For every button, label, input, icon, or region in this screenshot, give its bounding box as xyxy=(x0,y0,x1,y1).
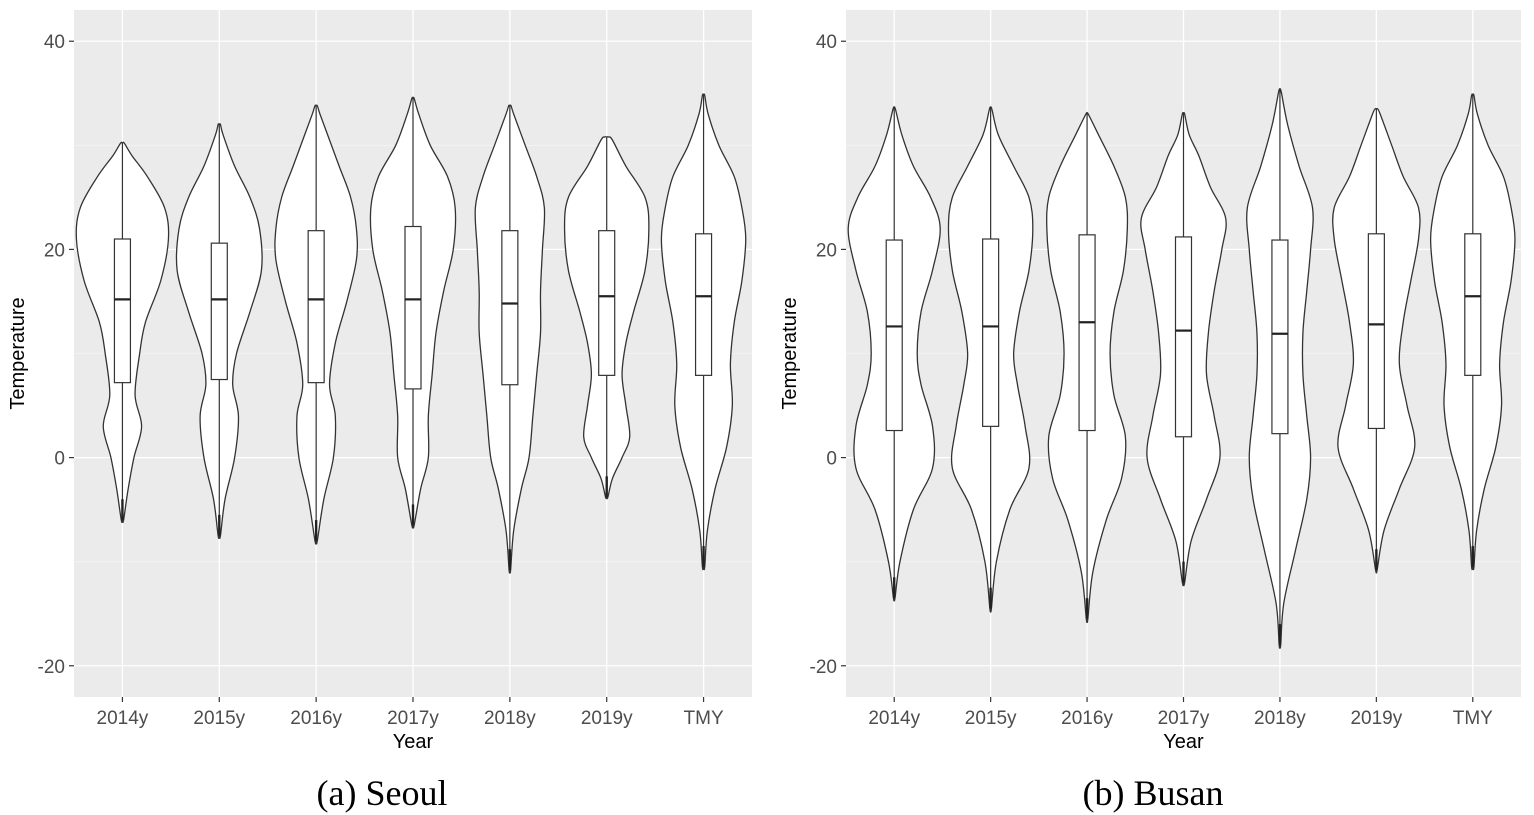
y-tick-label: 20 xyxy=(44,240,65,261)
y-axis-title: Temperature xyxy=(779,297,801,409)
box-iqr xyxy=(1078,234,1096,432)
y-tick-label: -20 xyxy=(38,657,65,678)
box-iqr xyxy=(694,233,713,376)
x-tick-label: 2015y xyxy=(193,708,245,729)
y-tick-label: 40 xyxy=(816,32,837,53)
x-tick-label: 2015y xyxy=(965,708,1017,729)
box-iqr xyxy=(598,230,616,376)
box-iqr xyxy=(307,230,325,384)
x-tick-label: TMY xyxy=(1453,708,1493,729)
box-iqr xyxy=(210,242,228,381)
x-tick-label: TMY xyxy=(684,708,724,729)
panel-seoul: -20 0 20 40 2014y 2015y 2016y 2017y 2018y 2019y TM… xyxy=(7,10,752,813)
x-tick-label: 2016y xyxy=(1061,708,1113,729)
x-axis-title: Year xyxy=(1163,731,1204,753)
x-tick-label: 2018y xyxy=(484,708,536,729)
x-tick-label: 2014y xyxy=(97,708,149,729)
box-iqr xyxy=(1367,233,1385,430)
y-tick-label: 20 xyxy=(816,240,837,261)
y-tick-label: 0 xyxy=(54,449,65,470)
x-tick-label: 2014y xyxy=(868,708,920,729)
x-tick-label: 2016y xyxy=(290,708,342,729)
box-iqr xyxy=(1174,236,1193,438)
y-tick-label: -20 xyxy=(810,657,837,678)
x-tick-label: 2017y xyxy=(387,708,439,729)
x-tick-label: 2017y xyxy=(1158,708,1210,729)
y-axis-title: Temperature xyxy=(7,297,29,409)
x-tick-label: 2019y xyxy=(1350,708,1402,729)
x-axis-title: Year xyxy=(393,731,434,753)
y-tick-label: 40 xyxy=(44,32,65,53)
box-iqr xyxy=(1271,239,1289,435)
x-tick-label: 2018y xyxy=(1254,708,1306,729)
panel-caption: (a) Seoul xyxy=(317,773,448,813)
box-iqr xyxy=(982,238,1000,427)
box-iqr xyxy=(113,238,132,384)
box-iqr xyxy=(1464,233,1482,376)
box-iqr xyxy=(501,230,519,386)
panel-busan: -20 0 20 40 2014y 2015y 2016y 2017y 2018y 2019y TM… xyxy=(779,10,1521,813)
y-tick-label: 0 xyxy=(826,449,837,470)
panel-caption: (b) Busan xyxy=(1083,773,1224,813)
box-iqr xyxy=(404,225,422,390)
box-iqr xyxy=(885,239,903,432)
x-tick-label: 2019y xyxy=(581,708,633,729)
